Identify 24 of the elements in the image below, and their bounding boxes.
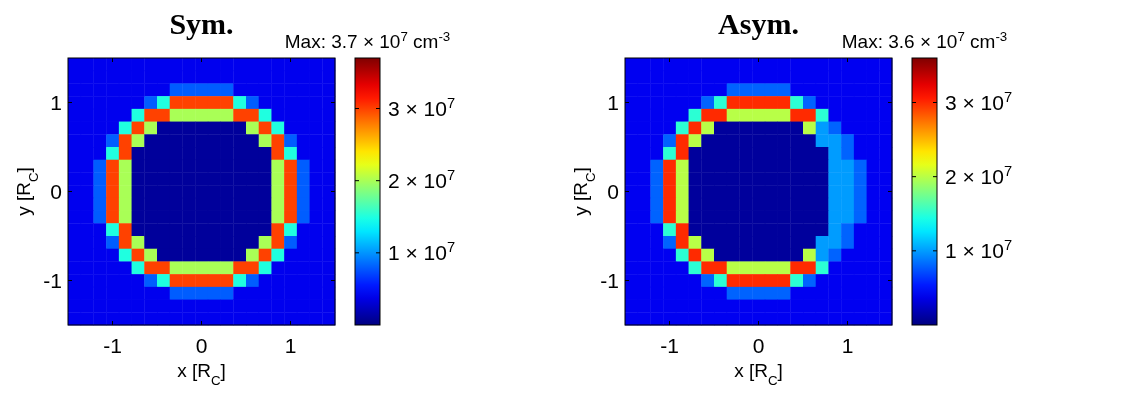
y-tick-label: 0 [607,179,619,203]
y-tick-label: -1 [600,268,619,292]
x-tick-label: 1 [841,334,854,357]
color-bar-label: 3 × 10$^{7}$ [945,88,1013,114]
color-bar-label: 3 × 10$^{7}$ [388,94,456,120]
x-tick-label: -1 [103,334,122,357]
x-axis-title: x [R$_{C}$] [177,360,226,388]
text: Max: 3.6 × 10$^{7}$ cm$^{-3}$ [841,28,1008,52]
text: Max: 3.7 × 10$^{7}$ cm$^{-3}$ [284,28,451,52]
x-tick-label: 1 [284,334,297,357]
y-tick-label: 0 [50,179,62,203]
chart-title: Sym. [169,7,234,40]
x-tick-label: 0 [195,334,208,357]
x-tick-label: -1 [660,334,679,357]
color-bar-label: 2 × 10$^{7}$ [388,166,456,192]
x-axis-title: x [R$_{C}$] [734,360,783,388]
color-bar-label: 1 × 10$^{7}$ [388,238,456,264]
y-tick-label: 1 [50,90,62,114]
x-tick-label: 0 [752,334,765,357]
y-tick-label: -1 [43,268,62,292]
color-bar-label: 1 × 10$^{7}$ [945,236,1013,262]
color-bar-label: 2 × 10$^{7}$ [945,162,1013,188]
y-tick-label: 1 [607,90,619,114]
chart-title: Asym. [718,7,799,40]
